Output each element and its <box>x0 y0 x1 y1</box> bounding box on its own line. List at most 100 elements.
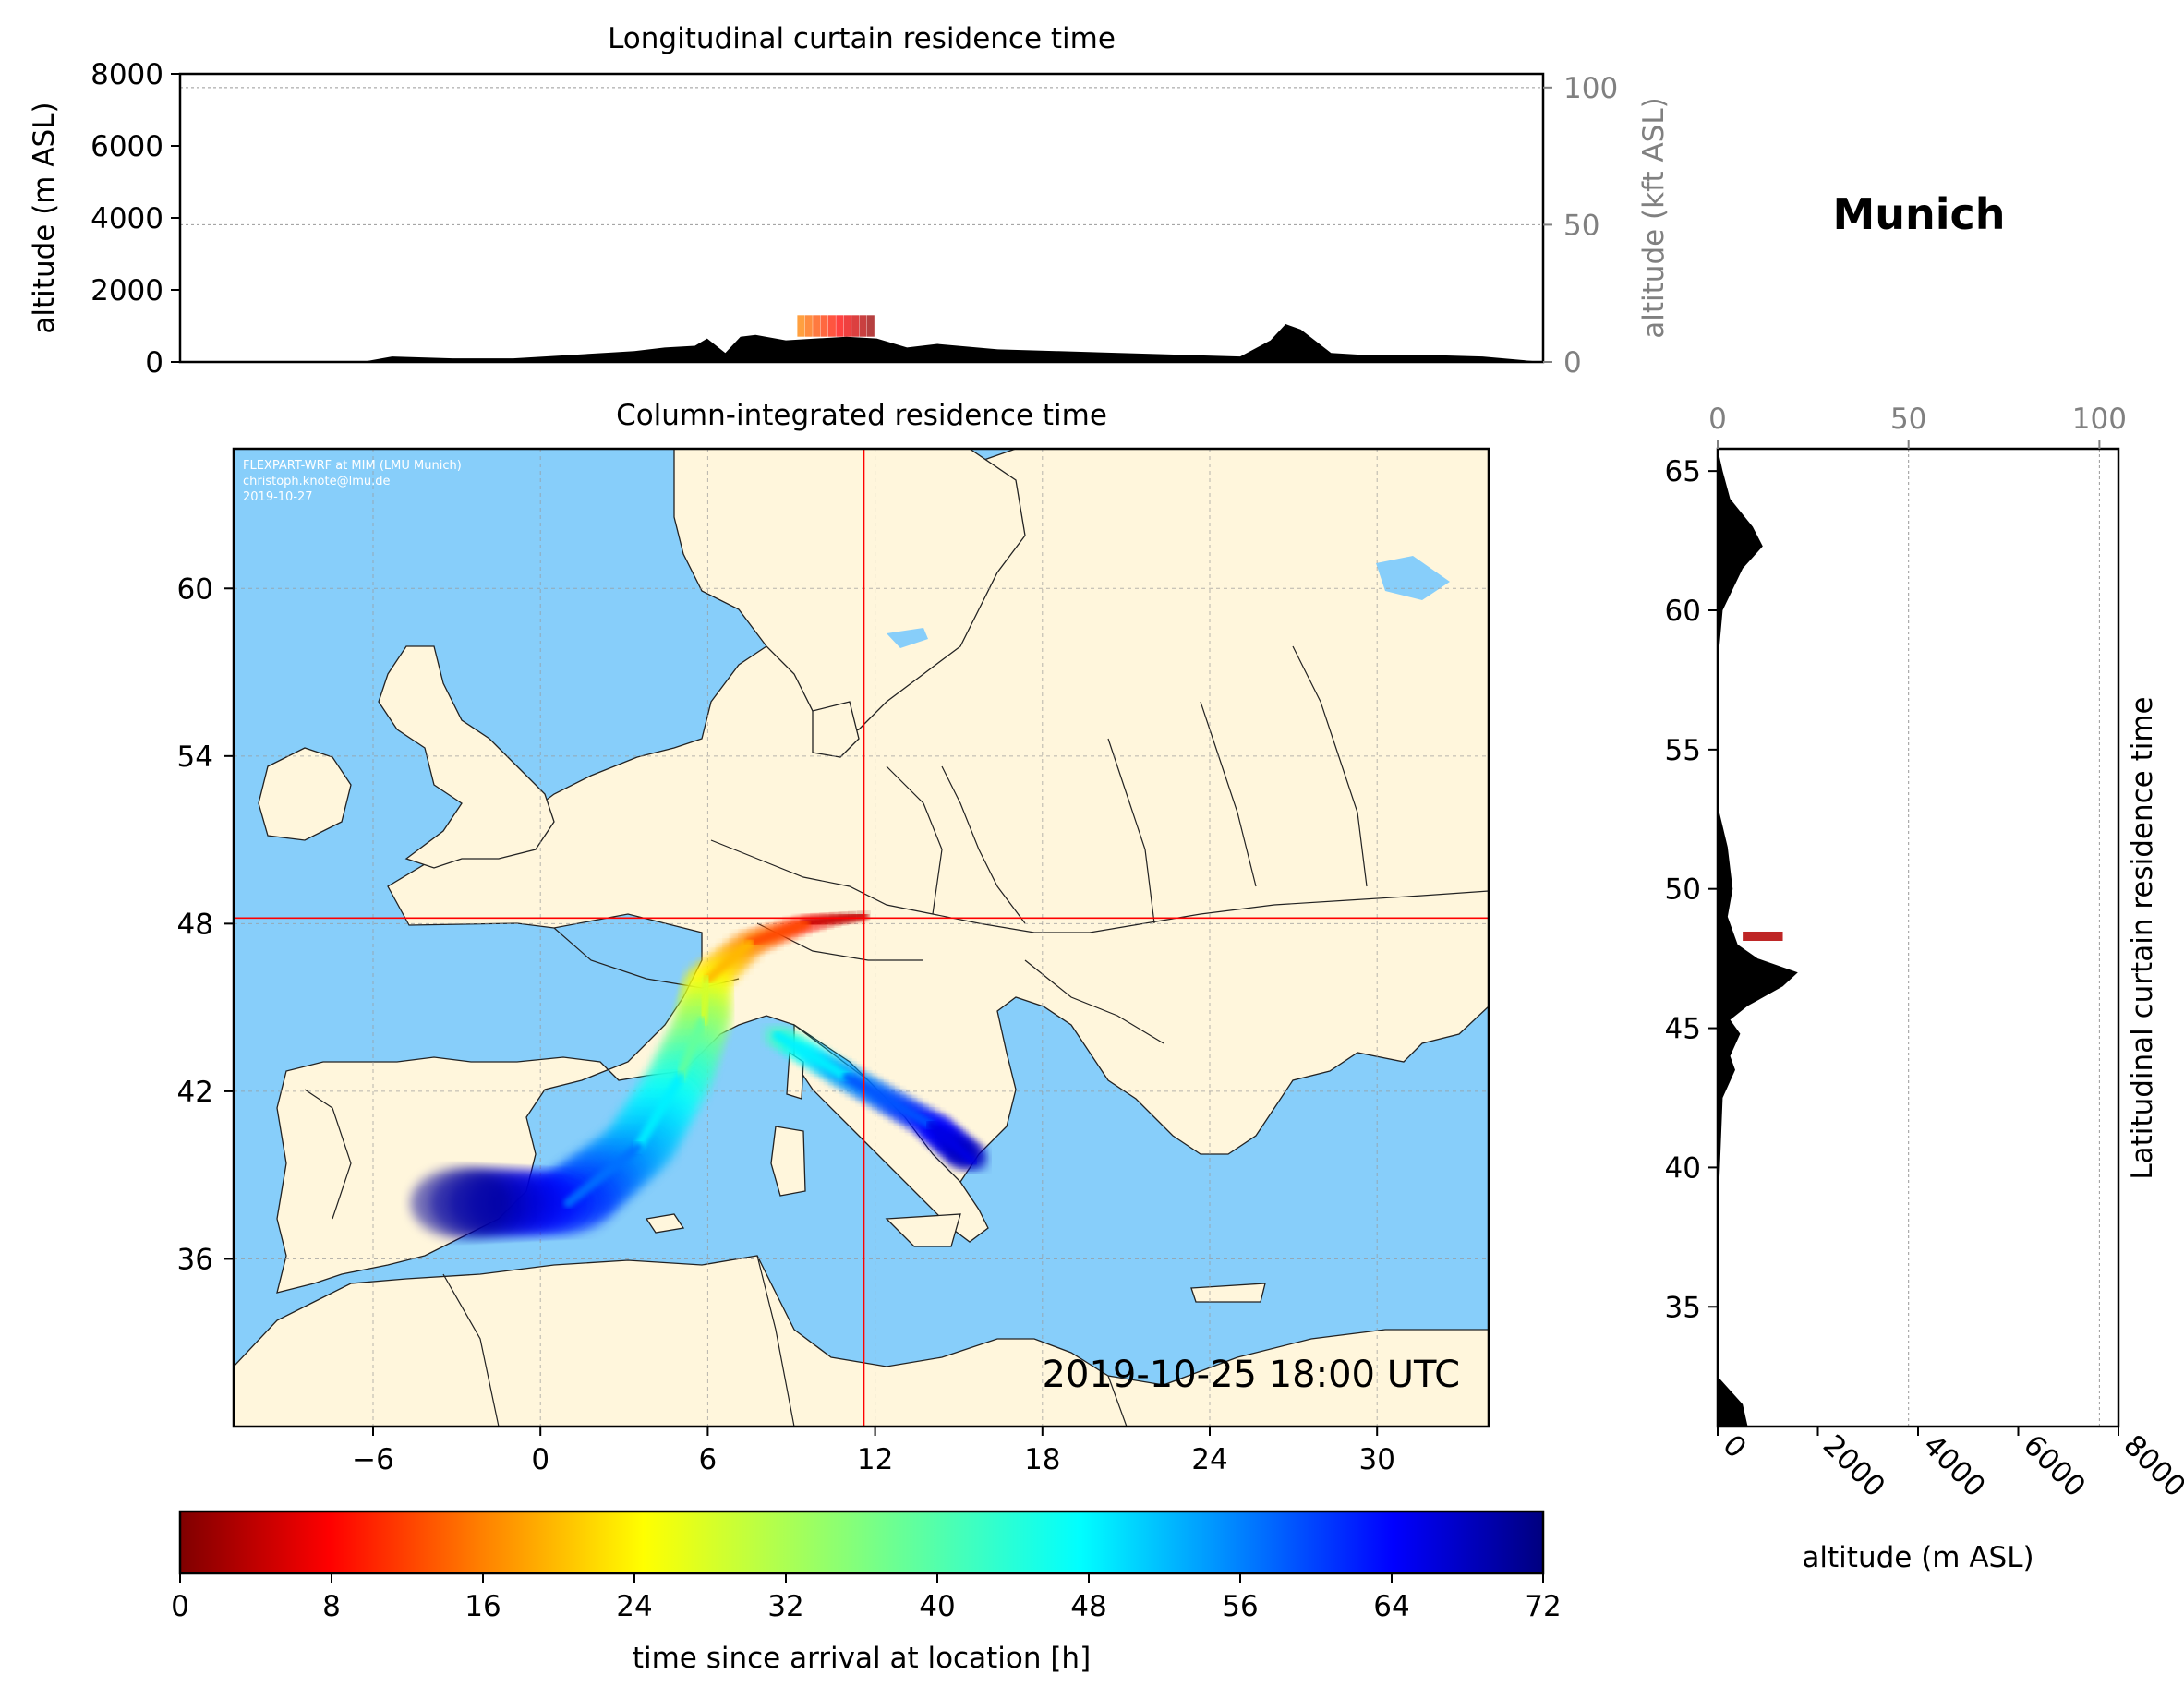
plume-blob-core <box>633 1072 685 1152</box>
map-xtick-label: 24 <box>1191 1443 1227 1476</box>
map-ytick-label: 54 <box>177 741 213 774</box>
top-yaxis-left: 0 2000 4000 6000 8000 <box>90 58 180 379</box>
side-xtick-label: 4000 <box>1916 1428 1991 1503</box>
top-plume-cell <box>851 315 860 337</box>
side-xtick-label: 8000 <box>2117 1428 2184 1503</box>
top-plume-cell <box>836 315 844 337</box>
map-grid <box>234 449 1489 1427</box>
land-ireland <box>258 747 352 841</box>
top-ytick-label: 0 <box>145 346 163 379</box>
top-ytick-label: 4000 <box>90 202 163 235</box>
map-xtick-label: 6 <box>699 1443 718 1476</box>
top-ytick-label-right: 100 <box>1563 72 1618 105</box>
plume-blob-core <box>744 919 811 948</box>
land-africa <box>234 1255 1489 1427</box>
top-plume-cell <box>804 315 813 337</box>
plume-branch-blob-core <box>842 1072 935 1130</box>
map-panel-title: Column-integrated residence time <box>616 399 1107 432</box>
top-plume-cell <box>827 315 836 337</box>
land-areas <box>234 449 1489 1427</box>
side-xaxis-bottom: 0 2000 4000 6000 8000 <box>1716 1427 2184 1503</box>
map-frame <box>232 447 1490 1428</box>
side-ytick-label: 35 <box>1665 1291 1701 1324</box>
side-xlabel: altitude (m ASL) <box>1802 1541 2033 1574</box>
plume-branch-blob-core <box>926 1120 978 1166</box>
credit-line-1: FLEXPART-WRF at MIM (LMU Munich) <box>243 459 462 473</box>
top-plume-cell <box>820 315 828 337</box>
map-xtick-label: −6 <box>352 1443 394 1476</box>
map-yaxis: 36 42 48 54 60 <box>177 572 234 1276</box>
side-terrain-area <box>1718 449 1798 1427</box>
top-plume-cell <box>843 315 851 337</box>
side-xtick-label-top: 100 <box>2072 403 2127 436</box>
colorbar-tick-label: 0 <box>171 1590 189 1623</box>
top-ytick-label-right: 50 <box>1563 209 1599 242</box>
top-plume-cell <box>866 315 875 337</box>
top-plume-cell <box>859 315 867 337</box>
colorbar-tick-label: 32 <box>767 1590 803 1623</box>
side-ylabel-right: Latitudinal curtain residence time <box>2126 696 2159 1179</box>
timestamp: 2019-10-25 18:00 UTC <box>1043 1354 1460 1396</box>
top-plume-cell <box>813 315 821 337</box>
map-ytick-label: 48 <box>177 908 213 941</box>
plume-blob-core <box>697 974 713 1027</box>
side-xtick-label: 6000 <box>2017 1428 2092 1503</box>
map-ytick-label: 36 <box>177 1243 213 1276</box>
credit-line-3: 2019-10-27 <box>243 490 313 504</box>
top-plume-band <box>797 315 875 337</box>
map-panel: Column-integrated residence time <box>177 399 1490 1476</box>
top-ytick-label-right: 0 <box>1563 346 1582 379</box>
top-yaxis-right: 0 50 100 <box>1543 72 1618 379</box>
colorbar-label: time since arrival at location [h] <box>633 1642 1091 1675</box>
land-britain <box>378 645 555 869</box>
side-xaxis-top: 0 50 100 <box>1708 403 2127 449</box>
side-ytick-label: 45 <box>1665 1013 1701 1046</box>
colorbar-tick-label: 8 <box>322 1590 341 1623</box>
top-ylabel-right: altitude (kft ASL) <box>1637 97 1671 338</box>
colorbar-tick-label: 24 <box>616 1590 652 1623</box>
side-plume-cell <box>1743 931 1783 941</box>
plume-blob-core <box>675 1017 707 1082</box>
colorbar-ticks: 0 8 16 24 32 40 48 56 64 72 <box>171 1573 1562 1623</box>
plume-blob-core <box>703 938 754 984</box>
colorbar-gradient <box>178 1510 1545 1575</box>
side-xtick-label: 0 <box>1716 1428 1752 1464</box>
colorbar-tick-label: 64 <box>1373 1590 1409 1623</box>
credit-line-2: christoph.knote@lmu.de <box>243 475 391 488</box>
residence-time-plume <box>411 910 988 1238</box>
side-plume-band <box>1743 931 1783 941</box>
land-sardinia <box>770 1126 806 1197</box>
top-panel-title: Longitudinal curtain residence time <box>608 22 1116 55</box>
side-ytick-label: 60 <box>1665 595 1701 628</box>
map-xtick-label: 30 <box>1358 1443 1394 1476</box>
figure-title: Munich <box>1832 189 2005 239</box>
side-xtick-label-top: 0 <box>1708 403 1727 436</box>
side-ytick-label: 65 <box>1665 455 1701 488</box>
top-terrain-area <box>180 324 1543 362</box>
top-ytick-label: 2000 <box>90 274 163 307</box>
top-ylabel-left: altitude (m ASL) <box>28 102 61 333</box>
colorbar-tick-label: 40 <box>919 1590 955 1623</box>
land-balearic <box>645 1213 685 1234</box>
plume-blob-core <box>801 910 869 929</box>
top-plume-cell <box>797 315 805 337</box>
side-xtick-label: 2000 <box>1816 1428 1891 1503</box>
colorbar-tick-label: 16 <box>465 1590 501 1623</box>
receptor-crosshair <box>234 449 1489 1427</box>
colorbar-tick-label: 48 <box>1070 1590 1106 1623</box>
top-panel: Longitudinal curtain residence time 0 200… <box>28 22 1671 379</box>
map-xtick-label: 12 <box>857 1443 893 1476</box>
colorbar-tick-label: 56 <box>1222 1590 1258 1623</box>
side-ytick-label: 40 <box>1665 1151 1701 1185</box>
side-ytick-label: 55 <box>1665 734 1701 767</box>
land-crete <box>1190 1283 1266 1303</box>
plume-branch-blob-core <box>772 1030 852 1082</box>
plume-blob-core <box>563 1142 643 1208</box>
land-denmark <box>812 701 860 758</box>
land-sicily <box>885 1213 961 1247</box>
lake-vanern <box>887 628 928 648</box>
land-scandinavia <box>673 449 1026 740</box>
top-ytick-label: 8000 <box>90 58 163 91</box>
